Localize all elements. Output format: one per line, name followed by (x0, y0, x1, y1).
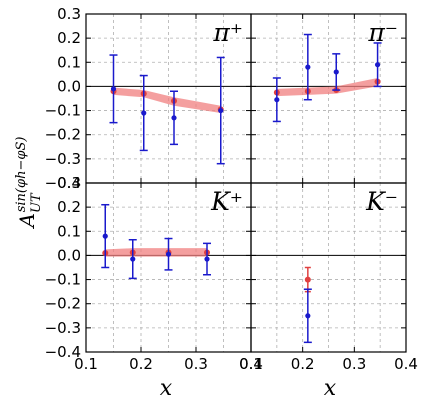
x-tick-label: 0.1 (239, 355, 263, 373)
y-tick-label: 0.1 (57, 222, 81, 240)
data-point (171, 115, 177, 121)
x-tick-label: 0.3 (342, 355, 366, 373)
x-tick-label: 0.4 (394, 355, 418, 373)
y-axis-label-text: AUTsin(φh−φS) (14, 137, 44, 230)
data-point (165, 251, 172, 257)
panel-label: K⁺ (210, 187, 243, 216)
y-tick-label: −0.1 (45, 102, 81, 120)
data-point (130, 256, 136, 262)
data-point (102, 233, 108, 239)
panel-2: 0.30.20.10.0−0.1−0.2−0.3−0.40.1 0.2 0.3 0.4… (45, 174, 263, 373)
y-tick-label: 0.2 (57, 198, 81, 216)
model-band (276, 77, 378, 97)
model-band (105, 248, 207, 257)
y-tick-label: 0.1 (57, 53, 81, 71)
panel-0: 0.3 0.2 0.1 0.0 −0.1 −0.2 −0.3 −0.4 π⁺ (45, 5, 252, 192)
model-point (304, 276, 311, 283)
x-tick-label: 0.2 (291, 355, 315, 373)
panel-3: 0.1 0.2 0.3 0.4 K⁻ (239, 182, 418, 373)
panel-label: K⁻ (365, 187, 398, 216)
data-point (141, 110, 147, 116)
y-tick-label: −0.3 (45, 319, 81, 337)
data-point (274, 97, 280, 103)
y-tick-label: −0.4 (45, 174, 81, 192)
x-tick-label: 0.1 (74, 355, 98, 373)
y-tick-label: 0.2 (57, 29, 81, 47)
y-tick-label: −0.2 (45, 126, 81, 144)
data-point (218, 107, 224, 114)
data-point (374, 62, 381, 68)
y-tick-label: −0.1 (45, 271, 81, 289)
y-tick-label: 0.0 (57, 77, 81, 95)
panel-1: π⁻ (250, 13, 407, 184)
y-tick-label: −0.2 (45, 295, 81, 313)
data-point (305, 313, 311, 319)
panel-label: π⁻ (367, 18, 398, 47)
panels-group: 0.30.20.10.0−0.1−0.2−0.3−0.4π⁺ π⁻0.30.20.… (45, 5, 418, 373)
y-tick-label: −0.3 (45, 150, 81, 168)
x-tick-label: 0.2 (129, 355, 153, 373)
model-band (113, 87, 221, 113)
data-point (305, 64, 311, 70)
x-tick-label: 0.4 (239, 355, 263, 373)
x-tick-label: 0.3 (184, 355, 208, 373)
panel-label: π⁺ (212, 18, 243, 47)
data-point (333, 69, 339, 75)
data-point (204, 256, 210, 262)
panel-frame (250, 182, 407, 353)
y-tick-label: −0.4 (45, 343, 81, 361)
y-tick-label: 0.3 (57, 174, 81, 192)
y-tick-label: 0.3 (57, 5, 81, 23)
y-tick-label: 0.0 (57, 246, 81, 264)
data-point (110, 86, 117, 92)
y-axis-label: AUTsin(φh−φS) (14, 137, 44, 230)
x-axis-label-right: x (324, 376, 337, 401)
x-axis-label-left: x (160, 376, 173, 401)
